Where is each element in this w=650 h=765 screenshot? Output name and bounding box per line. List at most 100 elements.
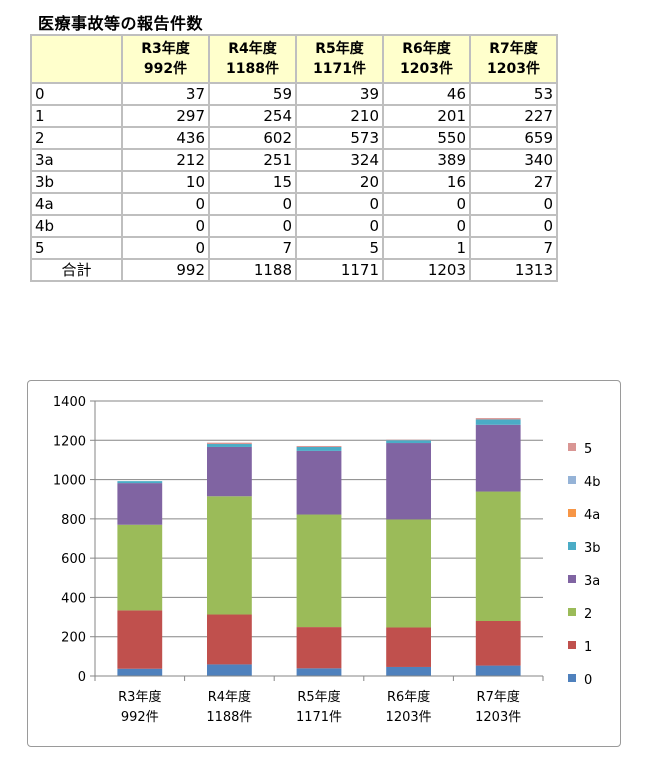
table-header-cell: R5年度 1171件 — [295, 34, 384, 84]
y-tick-label: 0 — [78, 670, 86, 685]
bar-segment-5 — [386, 439, 431, 441]
y-tick-label: 800 — [61, 513, 86, 528]
chart-bars — [117, 418, 521, 676]
x-tick-label: 1203件 — [386, 710, 432, 725]
table-cell: 59 — [208, 82, 297, 106]
y-tick-label: 400 — [61, 591, 86, 606]
row-label: 4b — [30, 214, 123, 238]
table-body: 0 37 59 39 46 53 1 297 254 210 201 227 2 436 602 573 550… — [30, 82, 558, 282]
table-cell: 1203 — [382, 258, 471, 282]
legend-swatch-0 — [568, 674, 576, 682]
table-cell: 659 — [469, 126, 558, 150]
table-cell: 7 — [469, 236, 558, 260]
table-row: 0 37 59 39 46 53 — [30, 82, 558, 106]
x-tick-label: R3年度 — [118, 689, 161, 705]
table-cell: 0 — [121, 214, 210, 238]
x-tick-label: R5年度 — [297, 689, 340, 705]
table-cell: 0 — [121, 236, 210, 260]
bar-segment-1 — [296, 627, 342, 669]
table-cell: 227 — [469, 104, 558, 128]
x-tick-label: R6年度 — [387, 689, 430, 705]
legend-label-2: 2 — [584, 607, 592, 622]
table-cell: 0 — [121, 192, 210, 216]
row-label: 1 — [30, 104, 123, 128]
bar-segment-2 — [475, 491, 521, 621]
bar-segment-3a — [386, 443, 431, 520]
x-tick-label: 1188件 — [206, 710, 252, 725]
bar-segment-1 — [117, 610, 163, 669]
table-cell: 340 — [469, 148, 558, 172]
bar-segment-0 — [386, 666, 431, 676]
table-cell: 992 — [121, 258, 210, 282]
table-header-cell: R3年度 992件 — [121, 34, 210, 84]
table-cell: 297 — [121, 104, 210, 128]
report-title: 医療事故等の報告件数 — [38, 14, 204, 33]
table-cell: 7 — [208, 236, 297, 260]
bar-segment-1 — [386, 627, 431, 667]
table-row: 3a 212 251 324 389 340 — [30, 148, 558, 172]
bar-segment-0 — [296, 668, 342, 676]
table-cell: 0 — [295, 192, 384, 216]
legend-label-4b: 4b — [584, 475, 601, 490]
table-cell: 389 — [382, 148, 471, 172]
bar-segment-3a — [117, 483, 163, 525]
row-label: 3b — [30, 170, 123, 194]
row-label: 0 — [30, 82, 123, 106]
legend-label-5: 5 — [584, 442, 592, 457]
bar-segment-3b — [475, 419, 521, 425]
table-row: 3b 10 15 20 16 27 — [30, 170, 558, 194]
table-row: 2 436 602 573 550 659 — [30, 126, 558, 150]
bar-segment-3b — [207, 444, 252, 447]
bar-segment-5 — [207, 442, 252, 445]
bar-segment-1 — [207, 614, 252, 665]
table-cell: 1188 — [208, 258, 297, 282]
table-cell: 210 — [295, 104, 384, 128]
row-label: 合計 — [30, 258, 123, 282]
table-cell: 15 — [208, 170, 297, 194]
bar-segment-5 — [296, 445, 342, 447]
y-tick-label: 1200 — [53, 434, 86, 449]
bar-segment-2 — [386, 519, 431, 628]
table-cell: 1 — [382, 236, 471, 260]
table-cell: 212 — [121, 148, 210, 172]
chart-axes — [94, 401, 544, 681]
table-cell: 324 — [295, 148, 384, 172]
bar-segment-1 — [475, 621, 521, 666]
table-header-cell: R4年度 1188件 — [208, 34, 297, 84]
legend-label-0: 0 — [584, 673, 592, 688]
bar-segment-2 — [117, 524, 163, 611]
bar-segment-3b — [386, 439, 431, 444]
legend-label-4a: 4a — [584, 508, 600, 523]
table-cell: 39 — [295, 82, 384, 106]
table-row: 4b 0 0 0 0 0 — [30, 214, 558, 238]
report-table: R3年度 992件 R4年度 1188件 R5年度 1171件 R6年度 1203件 R7年度 1… — [30, 34, 558, 282]
y-tick-label: 1400 — [53, 395, 86, 410]
chart-legend: 5 4b 4a 3b 3a 2 1 0 — [568, 442, 601, 688]
y-axis-ticks: 0 200 400 600 800 1000 1200 1400 — [53, 395, 95, 685]
table-cell: 0 — [208, 192, 297, 216]
table-row: 1 297 254 210 201 227 — [30, 104, 558, 128]
bar-segment-0 — [117, 668, 163, 676]
table-cell: 20 — [295, 170, 384, 194]
table-cell: 0 — [208, 214, 297, 238]
table-header-cell: R6年度 1203件 — [382, 34, 471, 84]
table-cell: 436 — [121, 126, 210, 150]
legend-swatch-3b — [568, 542, 576, 550]
table-cell: 0 — [469, 192, 558, 216]
row-label: 4a — [30, 192, 123, 216]
x-tick-label: 1171件 — [296, 710, 342, 725]
x-tick-label: 992件 — [121, 710, 159, 725]
bar-segment-3a — [207, 446, 252, 497]
table-cell: 53 — [469, 82, 558, 106]
stacked-bar-chart: 0 200 400 600 800 1000 1200 1400 R3年度 992件 R4年度 11… — [27, 380, 621, 747]
table-cell: 37 — [121, 82, 210, 106]
table-cell: 201 — [382, 104, 471, 128]
table-cell: 602 — [208, 126, 297, 150]
bar-segment-3b — [296, 446, 342, 451]
table-header-corner — [30, 34, 123, 84]
table-cell: 0 — [469, 214, 558, 238]
table-cell: 1171 — [295, 258, 384, 282]
table-cell: 550 — [382, 126, 471, 150]
